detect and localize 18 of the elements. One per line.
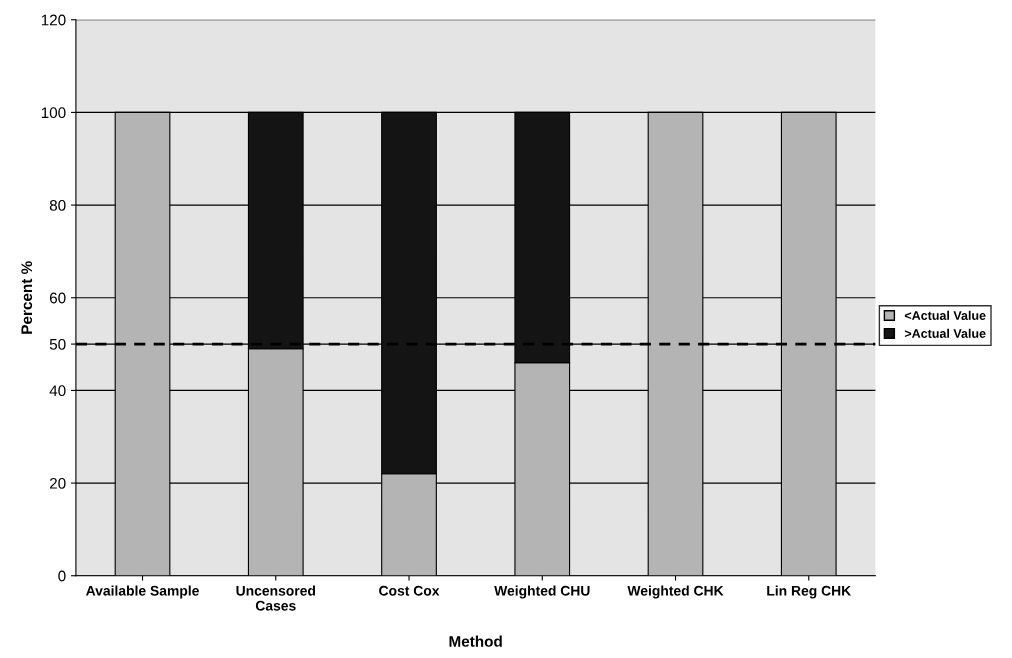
y-tick-label: 40 [49, 385, 66, 397]
x-tick-label: Cost Cox [379, 585, 440, 596]
x-tick-label: Uncensored Cases [236, 585, 315, 611]
legend-label: <Actual Value [904, 310, 986, 320]
y-tick-label: 120 [41, 14, 66, 26]
y-axis-title: Percent % [21, 261, 33, 334]
y-tick-label: 60 [49, 292, 66, 304]
y-tick-label: 100 [41, 107, 66, 119]
x-tick-label: Weighted CHK [627, 585, 724, 599]
y-tick-label: 80 [49, 199, 66, 211]
legend-label: >Actual Value [904, 328, 986, 338]
x-tick-label: Available Sample [86, 585, 199, 599]
y-tick-label: 20 [49, 477, 66, 489]
y-tick-label: 50 [49, 338, 66, 350]
x-tick-label: Lin Reg CHK [767, 585, 852, 599]
x-tick-label: Weighted CHU [494, 585, 590, 599]
y-tick-label: 0 [58, 570, 66, 582]
x-axis-title: Method [449, 635, 502, 647]
